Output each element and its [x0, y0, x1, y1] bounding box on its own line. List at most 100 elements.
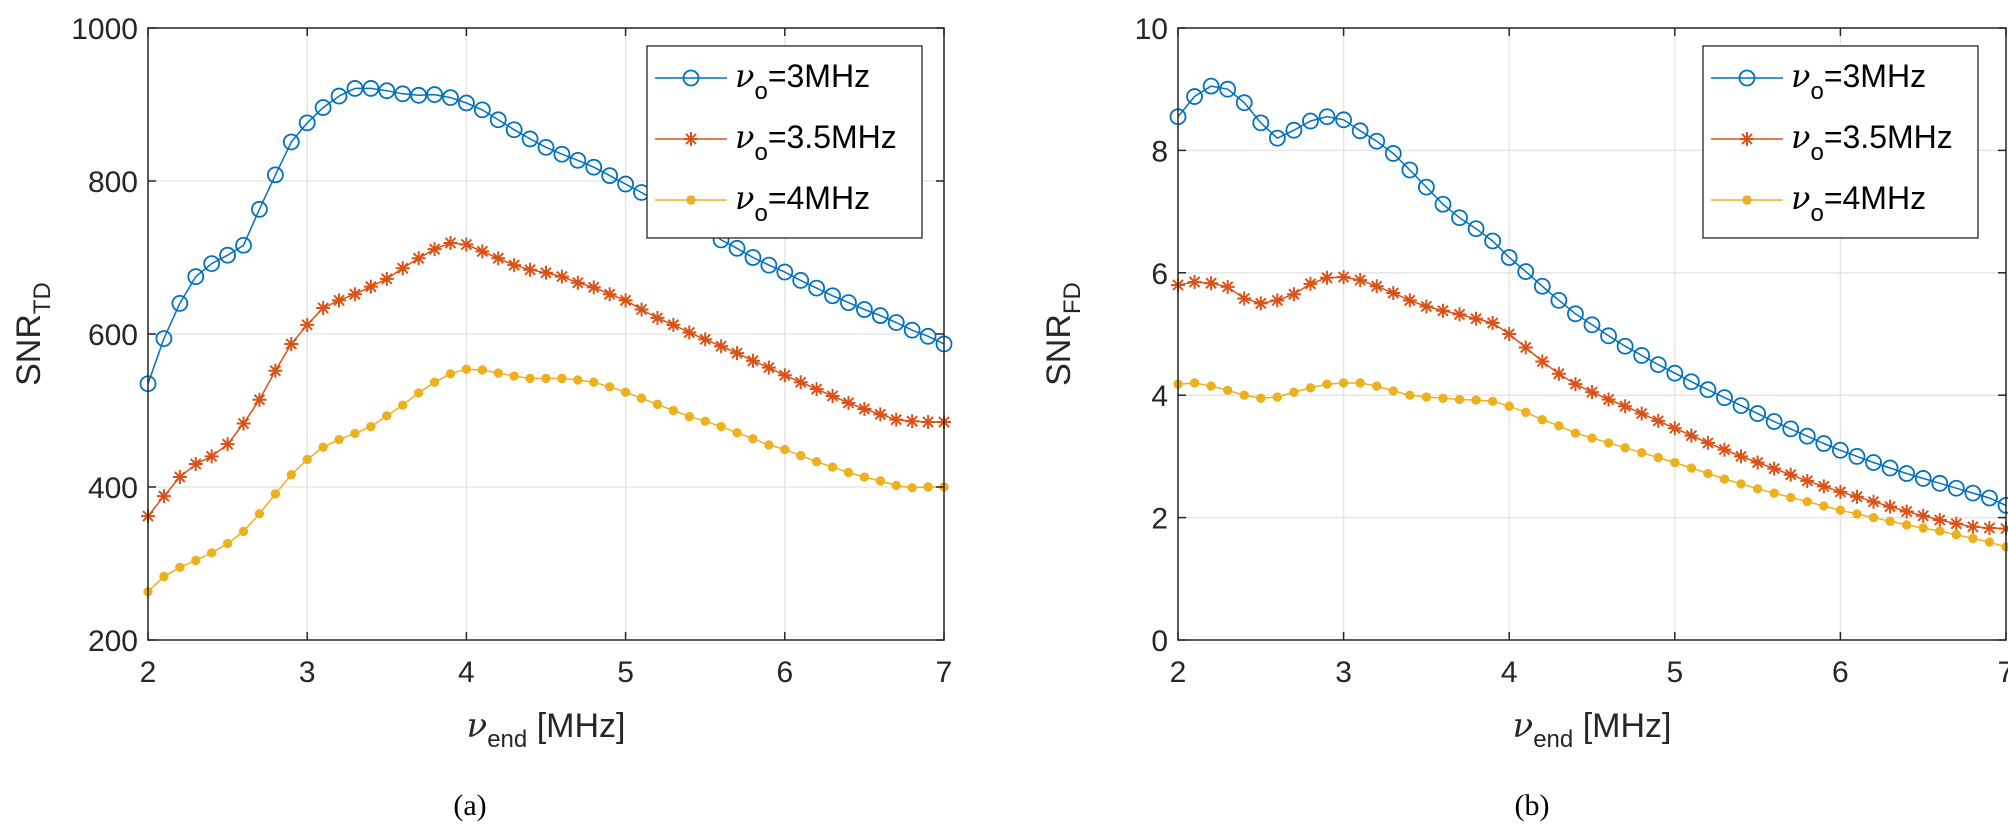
data-point: [1338, 378, 1349, 388]
data-point: [1202, 77, 1220, 95]
data-point: [875, 476, 886, 486]
data-point: [413, 388, 424, 398]
data-point: [1533, 277, 1551, 295]
data-point: [477, 365, 488, 375]
data-point: [1767, 461, 1782, 476]
data-point: [780, 444, 790, 455]
data-point: [525, 373, 535, 384]
data-point: [1865, 454, 1882, 471]
data-point: [222, 538, 233, 549]
data-point: [191, 555, 201, 566]
data-point: [604, 382, 615, 392]
data-point: [251, 200, 268, 218]
data-point: [350, 428, 360, 439]
data-point: [761, 360, 776, 375]
data-point: [1848, 447, 1866, 465]
data-point: [1636, 448, 1647, 458]
data-point: [1666, 364, 1684, 382]
data-point: [1454, 394, 1465, 405]
data-point: [1204, 276, 1219, 291]
data-point: [1220, 279, 1235, 294]
y-tick-label: 4: [1151, 380, 1168, 413]
data-point: [811, 457, 822, 467]
data-point: [618, 293, 633, 308]
data-point: [1935, 526, 1945, 536]
data-point: [219, 246, 237, 264]
data-point: [891, 480, 901, 491]
data-point: [1537, 414, 1548, 425]
data-point: [760, 256, 778, 274]
data-point: [1305, 383, 1316, 393]
data-point: [1268, 129, 1286, 147]
data-point: [1932, 513, 1947, 528]
data-point: [792, 272, 810, 289]
data-point: [1883, 499, 1898, 514]
data-point: [887, 314, 905, 331]
data-point: [1684, 428, 1699, 443]
data-point: [1469, 311, 1484, 326]
data-point: [1881, 459, 1899, 477]
data-point: [156, 489, 171, 504]
x-axis-label: νend [MHz]: [467, 706, 626, 753]
legend-label: νo=3MHz: [1791, 57, 1926, 105]
data-point: [1918, 523, 1928, 533]
x-tick-label: 7: [936, 656, 953, 689]
data-point: [1467, 220, 1485, 238]
legend-marker: [686, 195, 696, 205]
panel-caption: (a): [453, 789, 486, 822]
y-tick-label: 200: [88, 625, 138, 658]
data-point: [238, 526, 249, 537]
data-point: [270, 489, 281, 499]
x-tick-label: 6: [776, 656, 793, 689]
data-point: [650, 310, 665, 325]
data-point: [602, 287, 617, 302]
y-tick-label: 0: [1151, 625, 1168, 658]
data-point: [1849, 489, 1864, 504]
data-point: [1318, 108, 1336, 126]
data-point: [236, 416, 251, 431]
data-point: [700, 416, 710, 426]
data-point: [1600, 327, 1617, 345]
data-point: [1386, 285, 1401, 300]
data-point: [1752, 484, 1763, 494]
data-point: [334, 434, 344, 445]
y-tick-label: 400: [88, 472, 138, 505]
data-point: [796, 450, 806, 461]
data-point: [1786, 492, 1796, 503]
data-point: [1868, 512, 1879, 523]
x-tick-label: 6: [1832, 656, 1849, 689]
data-point: [1388, 386, 1398, 396]
data-point: [172, 470, 187, 485]
data-point: [1302, 112, 1319, 130]
y-tick-label: 800: [88, 166, 138, 199]
x-tick-label: 2: [140, 656, 157, 689]
data-point: [1286, 287, 1301, 302]
data-point: [1487, 396, 1498, 407]
data-point: [1964, 484, 1982, 502]
data-point: [1717, 442, 1732, 457]
data-point: [429, 377, 440, 387]
data-point: [509, 371, 519, 381]
data-point: [1832, 441, 1849, 459]
data-point: [394, 85, 412, 103]
series-3: [1173, 378, 2008, 552]
data-point: [1484, 232, 1502, 250]
data-point: [541, 373, 551, 384]
data-point: [457, 94, 475, 112]
legend: νo=3MHz νo=3.5MHz νo=4MHz: [1702, 45, 1979, 239]
x-tick-label: 5: [617, 656, 634, 689]
data-point: [1237, 291, 1252, 306]
data-point: [491, 251, 506, 266]
data-point: [1402, 293, 1417, 308]
data-point: [1222, 385, 1233, 396]
y-axis-label: SNRTD: [10, 282, 56, 386]
data-point: [188, 457, 203, 472]
data-point: [1567, 305, 1584, 323]
data-point: [840, 294, 857, 312]
data-point: [411, 251, 426, 266]
data-point: [1289, 387, 1299, 397]
data-point: [442, 89, 459, 107]
data-point: [827, 462, 838, 472]
legend-marker: [1738, 69, 1756, 87]
data-point: [905, 414, 920, 429]
